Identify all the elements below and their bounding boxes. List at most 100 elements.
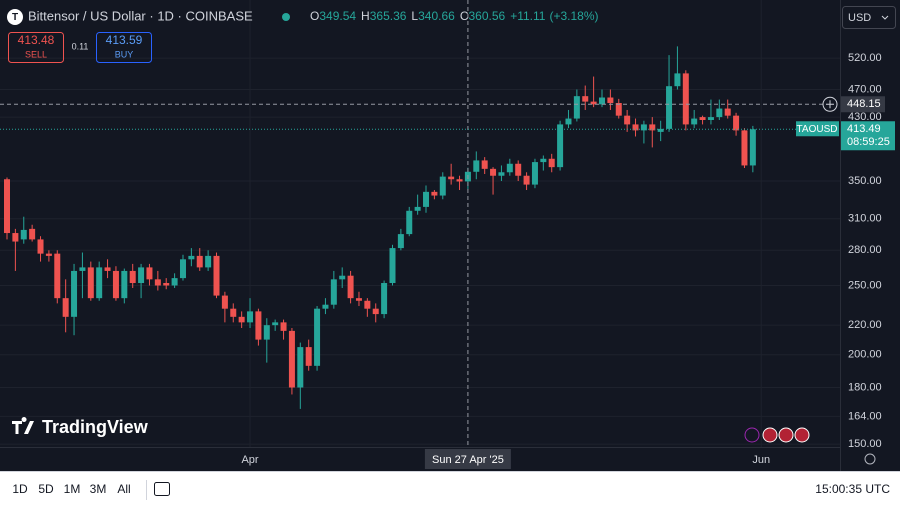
currency-label: USD [848, 12, 871, 24]
candle-body [263, 325, 270, 340]
candle-body [691, 118, 698, 125]
candle-body [171, 278, 178, 286]
clock: 15:00:35 UTC [815, 482, 890, 496]
chart-background [0, 0, 900, 471]
candle-body [515, 163, 522, 176]
range-button[interactable]: All [117, 482, 130, 496]
candle-body [607, 97, 614, 103]
candle-body [272, 322, 279, 326]
candle-body [414, 206, 421, 211]
legend-value: 365.36 [370, 9, 407, 23]
y-tick-label: 310.00 [848, 213, 882, 225]
candle-body [196, 255, 203, 268]
crosshair-date: Sun 27 Apr '25 [432, 454, 504, 466]
candle-body [431, 191, 438, 196]
candle-body [439, 176, 446, 196]
sell-price: 413.48 [18, 33, 55, 47]
crosshair-date-box [424, 449, 511, 469]
add-alert-plus [826, 100, 834, 109]
last-price-box [841, 121, 895, 151]
candle-body [288, 330, 295, 388]
crosshair-price-box [841, 96, 885, 113]
candle-body [71, 270, 78, 317]
candle-body [355, 298, 362, 301]
legend-value: 349.54 [319, 9, 356, 23]
market-status [282, 13, 290, 21]
candle-body [481, 160, 488, 169]
buy-price: 413.59 [106, 33, 143, 47]
legend-key: C [460, 9, 469, 23]
candle-body [372, 308, 379, 315]
candle-body [138, 267, 145, 284]
range-button[interactable]: 1M [64, 482, 81, 496]
candle-body [598, 97, 605, 105]
candle-body [87, 267, 94, 299]
symbol-box [796, 121, 839, 137]
legend-key: O [310, 9, 319, 23]
candle-body [3, 179, 10, 234]
candle-body [154, 279, 161, 286]
candle-body [506, 163, 513, 173]
candle-body [381, 283, 388, 315]
chart-title[interactable]: Bittensor / US Dollar · 1D · COINBASE [28, 8, 253, 23]
legend-change-pct: (+3.18%) [549, 9, 598, 23]
event-icon[interactable] [744, 427, 760, 443]
candle-body [707, 117, 714, 121]
candle-body [423, 191, 430, 207]
y-tick-label: 200.00 [848, 349, 882, 361]
candle-body [406, 210, 413, 235]
candle-body [498, 172, 505, 176]
y-tick-label: 150.00 [848, 438, 882, 450]
candle-body [188, 255, 195, 260]
candle-body [121, 270, 128, 299]
calendar-icon[interactable] [154, 482, 170, 496]
candle-body [12, 233, 19, 242]
candle-body [590, 101, 597, 105]
candle-body [305, 347, 312, 366]
candle-body [448, 176, 455, 180]
y-tick-label: 430.00 [848, 111, 882, 123]
candle-body [54, 253, 61, 299]
candle-body [531, 162, 538, 185]
candle-body [79, 267, 86, 271]
grid: 150.00 164.00 180.00 200.00 220.00 250.00 280.… [0, 0, 882, 466]
y-tick-label: 250.00 [848, 279, 882, 291]
candles [3, 46, 756, 409]
buy-button[interactable] [96, 32, 152, 63]
candle-body [473, 160, 480, 172]
sell-button[interactable] [8, 32, 64, 63]
currency-dropdown[interactable] [842, 6, 896, 29]
candle-body [523, 175, 530, 185]
ohlc-legend: O349.54 H365.36 L340.66 C360.56 +11.11 (+3.18… [310, 9, 598, 23]
event-icon[interactable] [794, 427, 810, 443]
event-icon[interactable] [778, 427, 794, 443]
candle-body [615, 102, 622, 116]
candle-body [339, 275, 346, 280]
settings-icon[interactable] [864, 453, 876, 465]
x-tick-label: Jun [752, 454, 770, 466]
candle-body [540, 158, 547, 163]
candle-body [247, 311, 254, 323]
event-icon[interactable] [762, 427, 778, 443]
candle-body [682, 73, 689, 125]
range-button[interactable]: 3M [90, 482, 107, 496]
candle-body [45, 253, 52, 256]
range-button[interactable]: 1D [12, 482, 28, 496]
y-tick-label: 470.00 [848, 83, 882, 95]
y-tick-label: 164.00 [848, 410, 882, 422]
candle-body [146, 267, 153, 280]
candle-body [347, 275, 354, 299]
candle-body [649, 124, 656, 131]
candle-body [624, 115, 631, 125]
candle-body [29, 228, 36, 240]
y-tick-label: 350.00 [848, 175, 882, 187]
candle-body [716, 108, 723, 118]
last-price: 413.49 [847, 123, 881, 135]
sell-label: SELL [25, 49, 47, 59]
candle-body [179, 259, 186, 279]
candle-body [741, 130, 748, 166]
candle-body [104, 267, 111, 271]
range-button[interactable]: 5D [38, 482, 54, 496]
